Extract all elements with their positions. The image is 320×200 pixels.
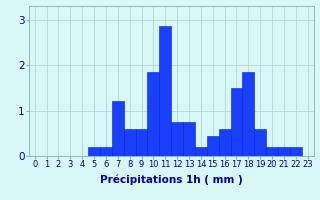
Bar xyxy=(195,147,207,156)
Bar xyxy=(100,147,112,156)
Bar xyxy=(243,72,254,156)
Bar xyxy=(171,122,183,156)
Bar xyxy=(254,129,266,156)
Bar xyxy=(278,147,290,156)
Bar xyxy=(230,88,243,156)
Bar xyxy=(219,129,230,156)
Bar xyxy=(136,129,148,156)
Bar xyxy=(148,72,159,156)
Bar xyxy=(88,147,100,156)
Bar xyxy=(124,129,136,156)
Bar xyxy=(290,147,302,156)
Bar xyxy=(112,101,124,156)
Bar xyxy=(266,147,278,156)
Bar xyxy=(183,122,195,156)
Bar xyxy=(207,136,219,156)
Bar xyxy=(159,26,171,156)
X-axis label: Précipitations 1h ( mm ): Précipitations 1h ( mm ) xyxy=(100,175,243,185)
